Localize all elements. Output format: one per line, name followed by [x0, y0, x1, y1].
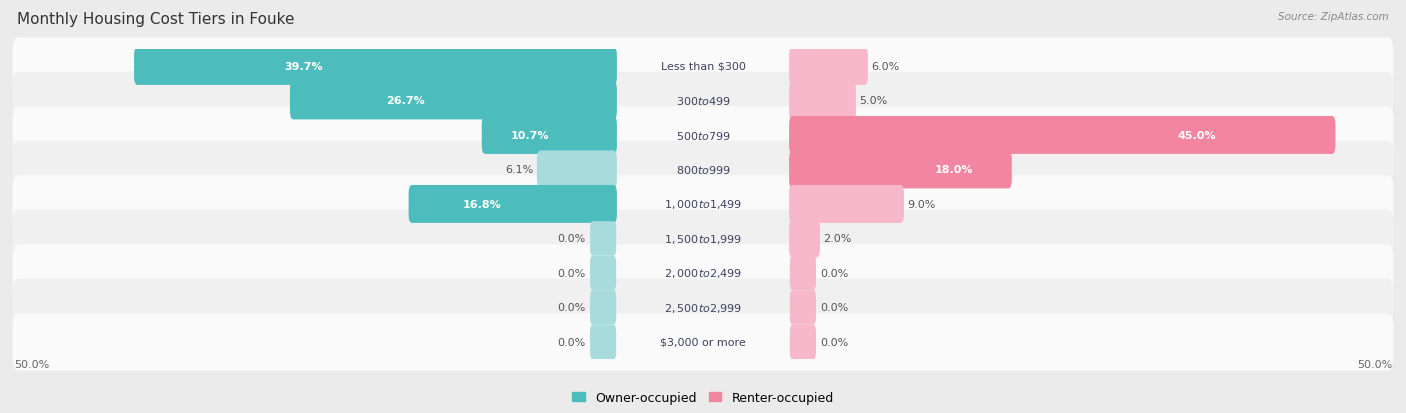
Text: 0.0%: 0.0% [558, 268, 586, 278]
FancyBboxPatch shape [790, 290, 815, 325]
Text: 39.7%: 39.7% [285, 62, 323, 72]
Text: 0.0%: 0.0% [558, 234, 586, 244]
Text: Less than $300: Less than $300 [661, 62, 745, 72]
Text: 16.8%: 16.8% [463, 199, 502, 209]
Text: 5.0%: 5.0% [859, 96, 887, 106]
FancyBboxPatch shape [789, 151, 1012, 189]
Text: $2,000 to $2,499: $2,000 to $2,499 [664, 267, 742, 280]
FancyBboxPatch shape [13, 73, 1393, 130]
FancyBboxPatch shape [13, 176, 1393, 233]
FancyBboxPatch shape [13, 279, 1393, 336]
Text: 2.0%: 2.0% [824, 234, 852, 244]
FancyBboxPatch shape [482, 116, 617, 154]
Text: 9.0%: 9.0% [907, 199, 936, 209]
Text: $2,500 to $2,999: $2,500 to $2,999 [664, 301, 742, 314]
FancyBboxPatch shape [13, 142, 1393, 199]
Text: $1,500 to $1,999: $1,500 to $1,999 [664, 233, 742, 245]
FancyBboxPatch shape [789, 185, 904, 223]
Text: 10.7%: 10.7% [510, 131, 550, 140]
FancyBboxPatch shape [591, 325, 616, 359]
FancyBboxPatch shape [13, 210, 1393, 268]
Text: 6.0%: 6.0% [872, 62, 900, 72]
FancyBboxPatch shape [290, 82, 617, 120]
FancyBboxPatch shape [591, 222, 616, 256]
Text: 0.0%: 0.0% [558, 303, 586, 313]
FancyBboxPatch shape [789, 48, 868, 86]
Text: Source: ZipAtlas.com: Source: ZipAtlas.com [1278, 12, 1389, 22]
FancyBboxPatch shape [13, 244, 1393, 302]
FancyBboxPatch shape [790, 256, 815, 290]
FancyBboxPatch shape [591, 256, 616, 290]
FancyBboxPatch shape [13, 313, 1393, 371]
Text: 26.7%: 26.7% [387, 96, 425, 106]
Text: 0.0%: 0.0% [820, 337, 848, 347]
FancyBboxPatch shape [13, 38, 1393, 95]
Text: $3,000 or more: $3,000 or more [661, 337, 745, 347]
FancyBboxPatch shape [13, 107, 1393, 164]
Text: 6.1%: 6.1% [505, 165, 533, 175]
FancyBboxPatch shape [537, 151, 617, 189]
FancyBboxPatch shape [789, 82, 856, 120]
Text: $1,000 to $1,499: $1,000 to $1,499 [664, 198, 742, 211]
Text: 0.0%: 0.0% [820, 268, 848, 278]
Text: $500 to $799: $500 to $799 [675, 130, 731, 142]
FancyBboxPatch shape [134, 48, 617, 86]
Legend: Owner-occupied, Renter-occupied: Owner-occupied, Renter-occupied [568, 386, 838, 409]
FancyBboxPatch shape [789, 116, 1336, 154]
FancyBboxPatch shape [591, 290, 616, 325]
Text: 0.0%: 0.0% [558, 337, 586, 347]
FancyBboxPatch shape [789, 220, 820, 258]
Text: $800 to $999: $800 to $999 [675, 164, 731, 176]
FancyBboxPatch shape [409, 185, 617, 223]
Text: 18.0%: 18.0% [935, 165, 973, 175]
Text: 50.0%: 50.0% [1357, 359, 1392, 369]
Text: $300 to $499: $300 to $499 [675, 95, 731, 107]
Text: 0.0%: 0.0% [820, 303, 848, 313]
Text: Monthly Housing Cost Tiers in Fouke: Monthly Housing Cost Tiers in Fouke [17, 12, 294, 27]
Text: 50.0%: 50.0% [14, 359, 49, 369]
Text: 45.0%: 45.0% [1178, 131, 1216, 140]
FancyBboxPatch shape [790, 325, 815, 359]
